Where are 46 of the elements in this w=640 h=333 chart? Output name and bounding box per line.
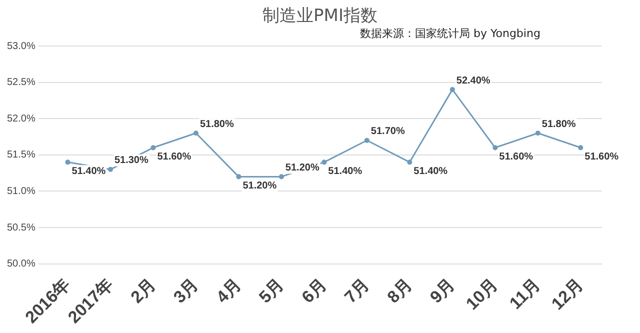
point (322, 160, 327, 165)
point (193, 130, 198, 136)
point (65, 160, 70, 165)
chart-title: 制造业PMI指数 (262, 5, 378, 27)
point (450, 87, 455, 92)
data-label: 51.40% (72, 166, 106, 177)
x-tick-label: 10月 (462, 274, 502, 314)
data-label: 51.30% (114, 155, 148, 166)
source-note: 数据来源：国家统计局 by Yongbing (360, 26, 540, 41)
data-label: 51.80% (542, 118, 576, 130)
x-tick-label: 7月 (340, 274, 374, 307)
y-tick-label: 52.0% (6, 113, 36, 124)
x-tick-label: 11月 (506, 274, 544, 313)
data-label: 51.60% (584, 151, 619, 162)
point (535, 130, 540, 136)
data-label: 51.60% (499, 151, 534, 162)
point (278, 174, 284, 180)
x-tick-label: 9月 (426, 274, 459, 307)
y-tick-label: 50.5% (6, 222, 36, 234)
y-tick-label: 52.5% (6, 77, 36, 88)
x-tick-label: 2月 (127, 274, 160, 307)
point (407, 160, 412, 165)
point (108, 166, 114, 172)
data-label: 51.20% (285, 162, 320, 174)
y-tick-label: 50.0% (6, 258, 36, 270)
x-tick-label: 4月 (212, 274, 245, 307)
x-tick-label: 6月 (298, 274, 330, 307)
x-tick-label: 12月 (548, 274, 587, 314)
data-label: 51.80% (200, 118, 234, 130)
x-tick-label: 3月 (170, 274, 202, 307)
point (578, 145, 584, 150)
x-tick-label: 5月 (255, 274, 288, 307)
data-label: 52.40% (456, 75, 490, 86)
y-tick-label: 51.0% (6, 186, 36, 197)
data-label: 51.20% (242, 180, 277, 192)
point (364, 138, 370, 143)
data-label: 51.70% (370, 126, 405, 138)
data-label: 51.40% (328, 166, 362, 177)
point (492, 145, 498, 150)
point (236, 174, 242, 180)
data-label: 51.40% (414, 166, 448, 177)
y-tick-label: 53.0% (6, 40, 36, 52)
x-tick-label: 8月 (384, 274, 416, 307)
data-label: 51.60% (157, 151, 192, 162)
y-tick-label: 51.5% (6, 150, 36, 161)
point (150, 145, 156, 150)
